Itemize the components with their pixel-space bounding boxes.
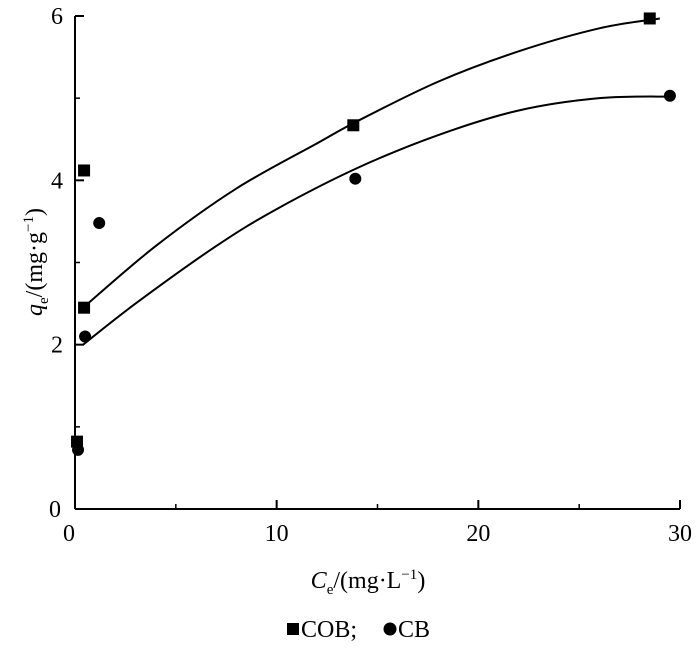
x-axis-label-subscript: e bbox=[327, 582, 334, 598]
x-tick-label-10: 10 bbox=[265, 521, 289, 547]
y-axis-label-subscript: e bbox=[36, 297, 52, 304]
point-cob-2 bbox=[78, 301, 91, 314]
legend-cob-marker bbox=[287, 623, 299, 635]
y-axis-label-exponent: −1 bbox=[21, 216, 37, 232]
x-tick-label-20: 20 bbox=[466, 521, 490, 547]
x-axis-label-exponent: −1 bbox=[401, 567, 417, 583]
fit-curves bbox=[82, 17, 670, 346]
y-axis-label-unit: /(mg·g bbox=[22, 232, 48, 297]
legend-cob-label: COB; bbox=[301, 617, 357, 643]
x-tick-label-30: 30 bbox=[668, 521, 692, 547]
y-axis-label-symbol: q bbox=[22, 304, 48, 316]
fit-curve-cob bbox=[82, 17, 660, 309]
y-axis-label: qe/(mg·g−1) bbox=[21, 208, 52, 316]
data-points bbox=[71, 12, 676, 456]
legend: COB; CB bbox=[287, 617, 430, 643]
x-axis-label: Ce/(mg·L−1) bbox=[311, 567, 426, 598]
point-cb-2 bbox=[93, 217, 106, 230]
point-cob-3 bbox=[347, 119, 360, 132]
y-tick-label-2: 2 bbox=[51, 333, 63, 359]
x-axis-label-symbol: C bbox=[311, 568, 328, 594]
legend-cb-marker bbox=[383, 622, 397, 636]
y-tick-label-6: 6 bbox=[51, 4, 63, 30]
tick-labels: 0 10 20 30 2 4 6 0 bbox=[49, 4, 692, 547]
point-cob-4 bbox=[643, 12, 656, 25]
point-cb-0 bbox=[72, 443, 85, 456]
point-cb-1 bbox=[79, 330, 92, 343]
x-axis-label-close: ) bbox=[417, 568, 425, 594]
point-cb-3 bbox=[349, 172, 362, 185]
legend-cb-label: CB bbox=[398, 617, 430, 643]
y-tick-label-4: 4 bbox=[51, 168, 63, 194]
point-cob-1 bbox=[78, 164, 91, 177]
fit-curve-cb bbox=[82, 95, 670, 346]
x-tick-label-0: 0 bbox=[63, 521, 75, 547]
axes bbox=[74, 16, 680, 510]
point-cb-4 bbox=[663, 89, 676, 102]
y-tick-label-0: 0 bbox=[49, 497, 61, 523]
x-axis-label-unit: /(mg·L bbox=[333, 568, 401, 594]
y-axis-label-close: ) bbox=[22, 208, 48, 216]
tick-marks bbox=[74, 15, 681, 510]
